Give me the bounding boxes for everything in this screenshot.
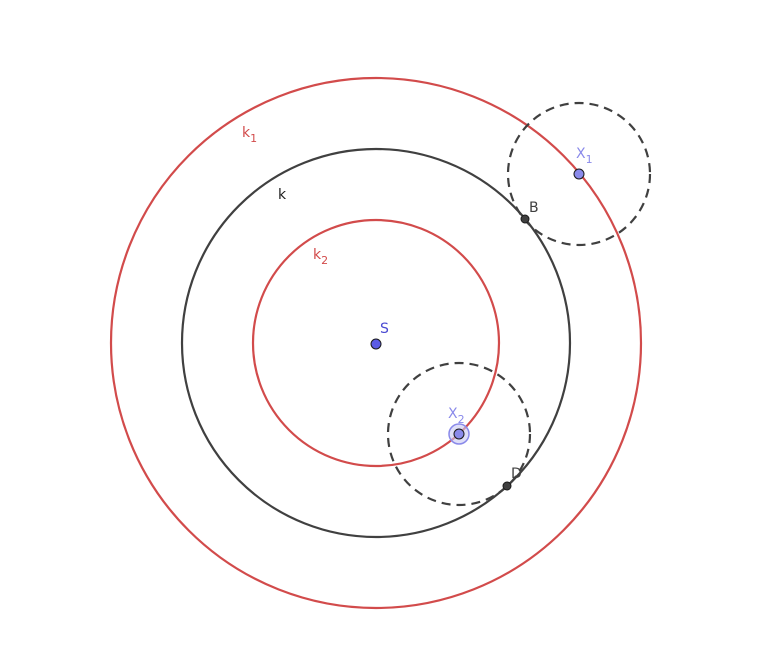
circle-k1[interactable] (109, 76, 643, 610)
label-d: D (511, 466, 522, 482)
label-x1-sub: 1 (586, 153, 593, 166)
label-k2-base: k (313, 247, 322, 263)
label-k2-sub: 2 (321, 254, 328, 267)
label-x1-base: X (576, 146, 586, 162)
circle-k2[interactable] (251, 218, 501, 468)
label-x2: X2 (448, 406, 465, 426)
point-b[interactable] (520, 214, 530, 224)
point-d[interactable] (502, 481, 512, 491)
point-x2[interactable] (453, 428, 465, 440)
label-b-base: B (529, 200, 539, 216)
label-x1: X1 (576, 146, 593, 166)
point-s[interactable] (370, 338, 382, 350)
label-k1-sub: 1 (250, 132, 257, 145)
label-k2: k2 (313, 247, 328, 267)
label-k: k (278, 187, 287, 203)
label-x2-sub: 2 (458, 413, 465, 426)
label-k1-base: k (242, 125, 251, 141)
label-k-base: k (278, 187, 287, 203)
point-x1[interactable] (573, 168, 585, 180)
label-s-base: S (380, 321, 389, 337)
circle-k[interactable] (180, 147, 572, 539)
label-x2-base: X (448, 406, 458, 422)
dashed-circle-x2[interactable] (386, 361, 532, 507)
dashed-circle-x1[interactable] (506, 101, 652, 247)
label-s: S (380, 321, 389, 337)
label-d-base: D (511, 466, 522, 482)
label-b: B (529, 200, 539, 216)
label-k1: k1 (242, 125, 257, 145)
